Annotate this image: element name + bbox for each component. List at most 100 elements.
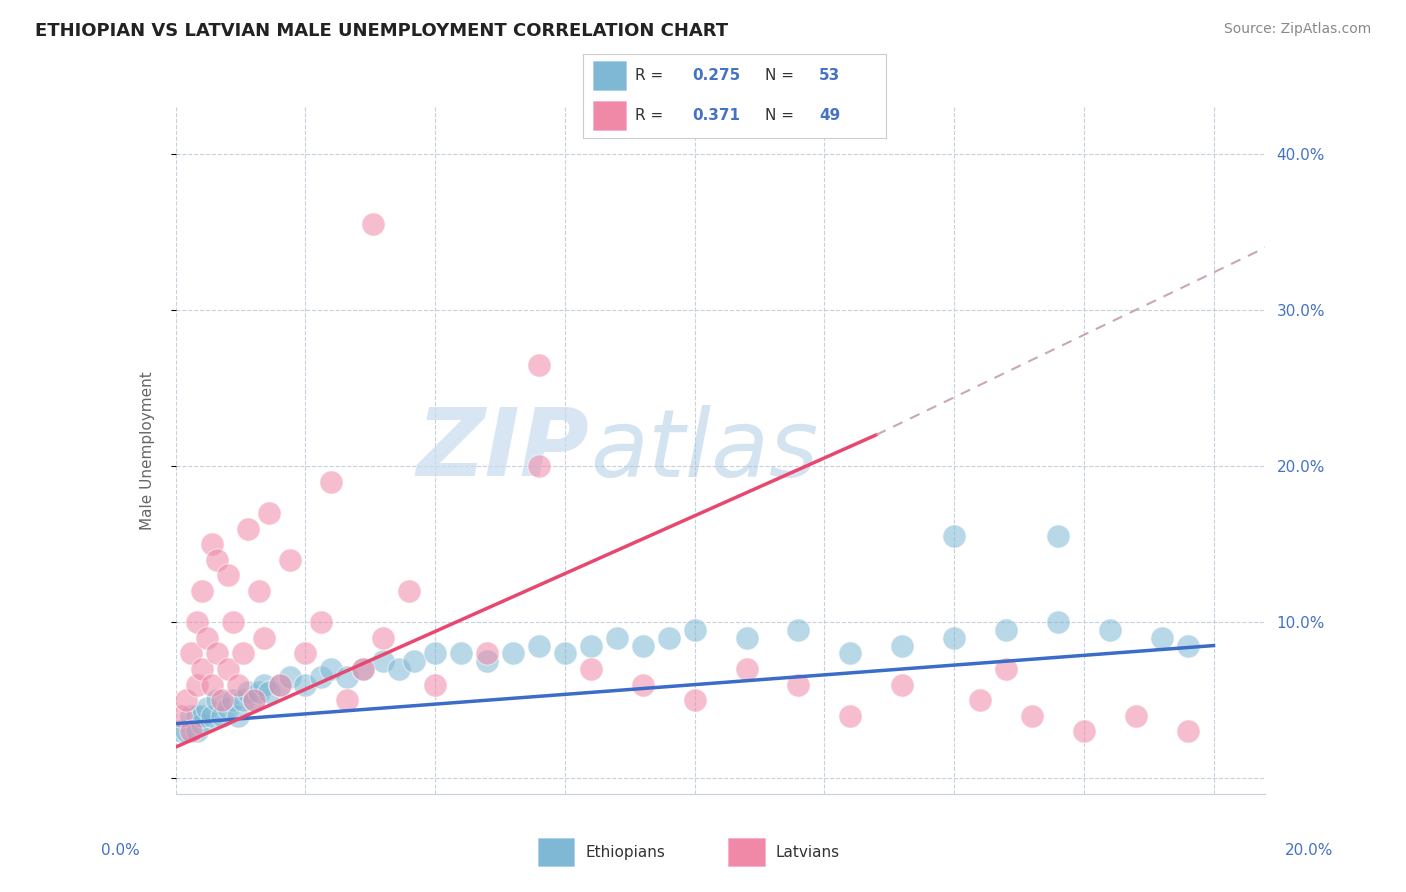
Ethiopians	[201, 708, 224, 723]
Ethiopians	[891, 639, 914, 653]
Latvians	[201, 678, 224, 692]
Text: R =: R =	[636, 108, 673, 123]
Latvians	[180, 646, 202, 660]
Text: Ethiopians: Ethiopians	[585, 845, 665, 860]
Ethiopians	[278, 670, 301, 684]
Latvians	[398, 583, 420, 598]
Latvians	[579, 662, 602, 676]
Ethiopians	[180, 708, 202, 723]
Ethiopians	[475, 654, 498, 668]
Ethiopians	[735, 631, 758, 645]
Ethiopians	[207, 693, 229, 707]
Ethiopians	[321, 662, 343, 676]
Ethiopians	[388, 662, 411, 676]
Ethiopians	[195, 701, 218, 715]
Ethiopians	[257, 685, 280, 699]
Ethiopians	[579, 639, 602, 653]
Latvians	[211, 693, 233, 707]
Latvians	[1177, 724, 1199, 739]
Ethiopians	[170, 724, 193, 739]
Latvians	[839, 708, 862, 723]
Latvians	[232, 646, 254, 660]
Y-axis label: Male Unemployment: Male Unemployment	[141, 371, 155, 530]
Ethiopians	[222, 693, 245, 707]
Latvians	[321, 475, 343, 489]
Ethiopians	[1046, 529, 1069, 543]
Text: 0.275: 0.275	[692, 68, 741, 83]
Latvians	[201, 537, 224, 551]
Text: Source: ZipAtlas.com: Source: ZipAtlas.com	[1223, 22, 1371, 37]
Latvians	[361, 217, 384, 231]
Latvians	[631, 678, 654, 692]
Ethiopians	[211, 708, 233, 723]
Ethiopians	[994, 623, 1017, 637]
Text: 49: 49	[820, 108, 841, 123]
Latvians	[527, 358, 550, 372]
Ethiopians	[1177, 639, 1199, 653]
Ethiopians	[253, 678, 276, 692]
Latvians	[180, 724, 202, 739]
Latvians	[787, 678, 810, 692]
Latvians	[527, 458, 550, 473]
Ethiopians	[226, 708, 249, 723]
Ethiopians	[425, 646, 447, 660]
Ethiopians	[190, 708, 212, 723]
Latvians	[207, 646, 229, 660]
Ethiopians	[238, 685, 260, 699]
Latvians	[1125, 708, 1147, 723]
Ethiopians	[247, 685, 270, 699]
Ethiopians	[309, 670, 332, 684]
Ethiopians	[404, 654, 426, 668]
Latvians	[226, 678, 249, 692]
Latvians	[186, 615, 208, 630]
Latvians	[1073, 724, 1095, 739]
Latvians	[217, 568, 239, 582]
Ethiopians	[373, 654, 395, 668]
Ethiopians	[631, 639, 654, 653]
FancyBboxPatch shape	[728, 838, 765, 866]
Latvians	[336, 693, 359, 707]
Ethiopians	[1150, 631, 1173, 645]
Latvians	[683, 693, 706, 707]
Latvians	[269, 678, 291, 692]
Ethiopians	[232, 693, 254, 707]
Ethiopians	[502, 646, 524, 660]
Ethiopians	[658, 631, 681, 645]
Latvians	[238, 521, 260, 535]
Text: 0.0%: 0.0%	[101, 843, 141, 858]
Latvians	[425, 678, 447, 692]
Text: N =: N =	[765, 68, 799, 83]
Text: 0.371: 0.371	[692, 108, 741, 123]
Latvians	[994, 662, 1017, 676]
Text: atlas: atlas	[591, 405, 818, 496]
Ethiopians	[787, 623, 810, 637]
Ethiopians	[683, 623, 706, 637]
Text: 53: 53	[820, 68, 841, 83]
Ethiopians	[943, 631, 966, 645]
Text: R =: R =	[636, 68, 668, 83]
Latvians	[247, 583, 270, 598]
FancyBboxPatch shape	[538, 838, 575, 866]
Latvians	[190, 662, 212, 676]
Ethiopians	[242, 693, 264, 707]
Latvians	[257, 506, 280, 520]
Latvians	[475, 646, 498, 660]
Text: ETHIOPIAN VS LATVIAN MALE UNEMPLOYMENT CORRELATION CHART: ETHIOPIAN VS LATVIAN MALE UNEMPLOYMENT C…	[35, 22, 728, 40]
Ethiopians	[1046, 615, 1069, 630]
Latvians	[186, 678, 208, 692]
Latvians	[309, 615, 332, 630]
FancyBboxPatch shape	[592, 62, 626, 90]
Latvians	[253, 631, 276, 645]
Latvians	[190, 583, 212, 598]
Text: ZIP: ZIP	[418, 404, 591, 497]
Latvians	[1021, 708, 1043, 723]
Text: 20.0%: 20.0%	[1285, 843, 1333, 858]
Latvians	[969, 693, 991, 707]
Ethiopians	[174, 724, 197, 739]
Ethiopians	[554, 646, 576, 660]
Ethiopians	[294, 678, 316, 692]
Latvians	[217, 662, 239, 676]
FancyBboxPatch shape	[592, 101, 626, 130]
Latvians	[222, 615, 245, 630]
Latvians	[294, 646, 316, 660]
